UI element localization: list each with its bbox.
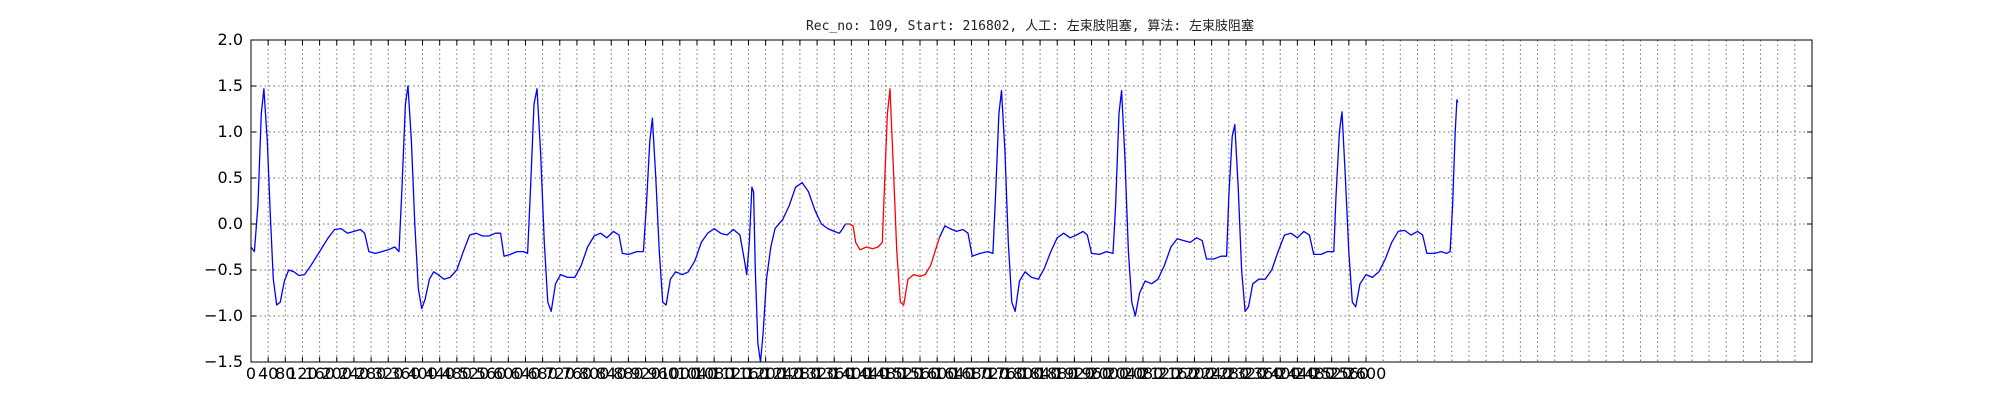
x-tick-label: 280 xyxy=(356,364,387,383)
x-tick-label: 2600 xyxy=(1346,364,1387,383)
x-tick-label: 840 xyxy=(596,364,627,383)
x-tick-label: 760 xyxy=(562,364,593,383)
x-tick-label: 1000 xyxy=(659,364,700,383)
x-tick-label: 600 xyxy=(493,364,524,383)
x-tick-label: 680 xyxy=(527,364,558,383)
x-tick-label: 560 xyxy=(476,364,507,383)
ecg-signal xyxy=(250,85,1459,363)
x-tick-label: 1880 xyxy=(1037,364,1078,383)
x-tick-label: 1640 xyxy=(934,364,975,383)
x-tick-label: 2080 xyxy=(1123,364,1164,383)
x-tick-label: 320 xyxy=(373,364,404,383)
x-tick-label: 120 xyxy=(287,364,318,383)
x-tick-label: 1840 xyxy=(1020,364,1061,383)
plot-frame xyxy=(250,39,1813,363)
x-tick-label: 1440 xyxy=(848,364,889,383)
series-line-2 xyxy=(845,88,940,306)
series-line-3 xyxy=(938,89,1459,317)
x-tick-label: 1160 xyxy=(728,364,769,383)
x-tick-label: 520 xyxy=(459,364,490,383)
x-tick-label: 1400 xyxy=(831,364,872,383)
x-tick-label: 80 xyxy=(275,364,295,383)
y-tick-label: −1.5 xyxy=(204,352,243,371)
x-tick-label: 1920 xyxy=(1054,364,1095,383)
y-axis-ticks: −1.5 −1.0 −0.5 0.0 0.5 1.0 1.5 2.0 xyxy=(204,30,1812,371)
x-tick-label: 2240 xyxy=(1191,364,1232,383)
x-tick-label: 1960 xyxy=(1071,364,1112,383)
x-tick-label: 920 xyxy=(630,364,661,383)
x-tick-label: 2200 xyxy=(1174,364,1215,383)
x-tick-label: 1560 xyxy=(900,364,941,383)
x-tick-label: 1040 xyxy=(677,364,718,383)
x-tick-label: 400 xyxy=(407,364,438,383)
x-tick-label: 2560 xyxy=(1328,364,1369,383)
y-tick-label: −0.5 xyxy=(204,260,243,279)
x-tick-label: 1280 xyxy=(780,364,821,383)
x-axis-ticks: 0 408012016020024028032036040044048052056… xyxy=(246,40,1386,383)
x-tick-label: 1680 xyxy=(951,364,992,383)
series-line-1 xyxy=(250,85,846,363)
x-tick-label: 40 xyxy=(258,364,278,383)
x-tick-label: 1800 xyxy=(1003,364,1044,383)
grid-lines xyxy=(251,40,1812,362)
x-tick-label: 2120 xyxy=(1140,364,1181,383)
x-tick-label: 2480 xyxy=(1294,364,1335,383)
x-tick-label: 880 xyxy=(613,364,644,383)
x-tick-label: 240 xyxy=(339,364,370,383)
x-tick-label: 2320 xyxy=(1226,364,1267,383)
x-tick-label: 1200 xyxy=(745,364,786,383)
x-tick-label: 1240 xyxy=(762,364,803,383)
x-tick-label: 720 xyxy=(544,364,575,383)
x-tick-label: 1120 xyxy=(711,364,752,383)
x-tick-label: 2040 xyxy=(1105,364,1146,383)
x-tick-label: 2360 xyxy=(1243,364,1284,383)
x-tick-label: 1320 xyxy=(797,364,838,383)
x-tick-label: 1080 xyxy=(694,364,735,383)
y-tick-label: 0.0 xyxy=(218,214,243,233)
x-tick-label: 2000 xyxy=(1088,364,1129,383)
x-tick-label: 200 xyxy=(321,364,352,383)
x-tick-label: 360 xyxy=(390,364,421,383)
x-tick-label: 2160 xyxy=(1157,364,1198,383)
x-tick-label: 2440 xyxy=(1277,364,1318,383)
x-tick-label: 800 xyxy=(579,364,610,383)
x-tick-label: 0 xyxy=(246,364,256,383)
x-tick-label: 1600 xyxy=(917,364,958,383)
y-tick-label: 2.0 xyxy=(218,30,243,49)
x-tick-label: 1480 xyxy=(865,364,906,383)
y-tick-label: −1.0 xyxy=(204,306,243,325)
x-tick-label: 2520 xyxy=(1311,364,1352,383)
x-tick-label: 440 xyxy=(424,364,455,383)
y-tick-label: 1.5 xyxy=(218,76,243,95)
x-tick-label: 1720 xyxy=(968,364,1009,383)
x-tick-label: 1360 xyxy=(814,364,855,383)
x-tick-label: 2400 xyxy=(1260,364,1301,383)
x-tick-label: 480 xyxy=(442,364,473,383)
x-tick-label: 640 xyxy=(510,364,541,383)
x-tick-label: 160 xyxy=(304,364,335,383)
chart-title: Rec_no: 109, Start: 216802, 人工: 左束肢阻塞, 算… xyxy=(806,18,1254,34)
y-tick-label: 0.5 xyxy=(218,168,243,187)
x-tick-label: 2280 xyxy=(1208,364,1249,383)
x-tick-label: 1760 xyxy=(985,364,1026,383)
x-tick-label: 960 xyxy=(647,364,678,383)
x-tick-label: 1520 xyxy=(882,364,923,383)
y-tick-label: 1.0 xyxy=(218,122,243,141)
